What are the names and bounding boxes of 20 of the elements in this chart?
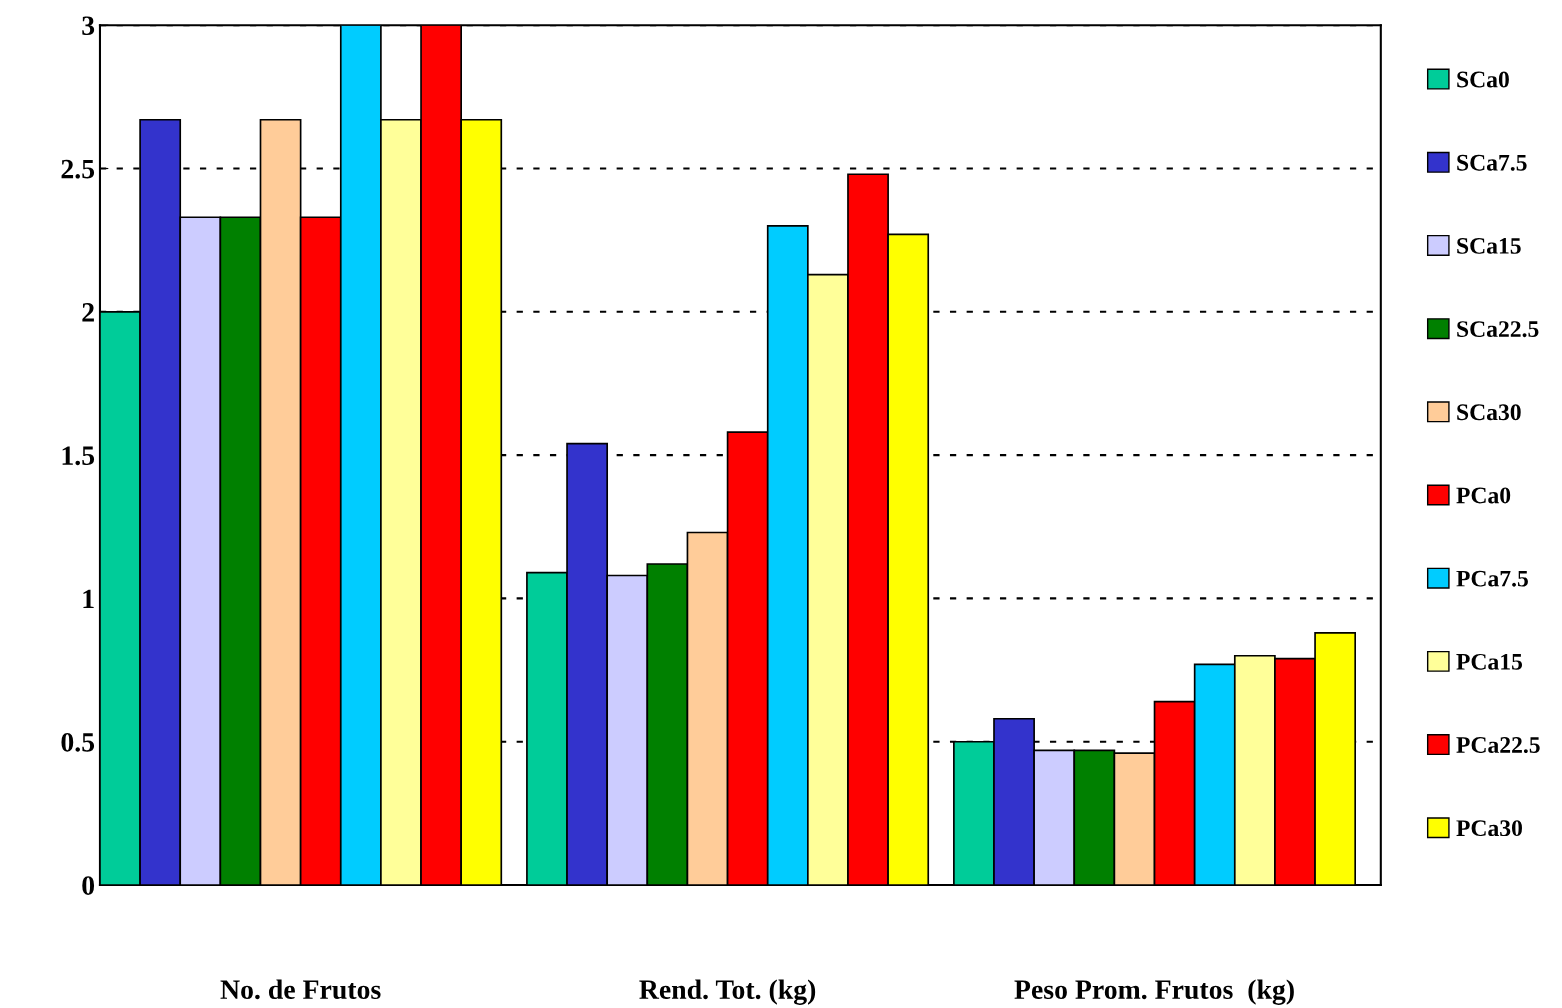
- legend-label: SCa30: [1457, 404, 1521, 421]
- legend-label: SCa7.5: [1457, 154, 1527, 171]
- legend-label: SCa22.5: [1457, 321, 1539, 338]
- legend-label: PCa0: [1456, 487, 1511, 504]
- y-tick-label: 1.5: [62, 446, 95, 466]
- legend-label: SCa0: [1457, 71, 1509, 88]
- legend-label: PCa7.5: [1456, 570, 1528, 587]
- legend-label: PCa30: [1456, 820, 1522, 837]
- legend-label: PCa15: [1456, 653, 1523, 670]
- x-tick-label: Rend. Tot. (kg): [639, 979, 816, 1005]
- y-tick-label: 3: [82, 16, 95, 36]
- y-tick-label: 2: [82, 303, 94, 322]
- y-tick-label: 2.5: [61, 159, 95, 179]
- legend-label: PCa22.5: [1456, 737, 1540, 754]
- y-tick-label: 0.5: [61, 732, 95, 752]
- y-tick-label: 0: [82, 876, 95, 895]
- y-tick-label: 1: [83, 589, 94, 609]
- x-tick-label: No. de Frutos: [220, 979, 381, 1000]
- legend-label: SCa15: [1457, 237, 1521, 254]
- x-tick-label: Peso Prom. Frutos (kg): [1014, 979, 1294, 1005]
